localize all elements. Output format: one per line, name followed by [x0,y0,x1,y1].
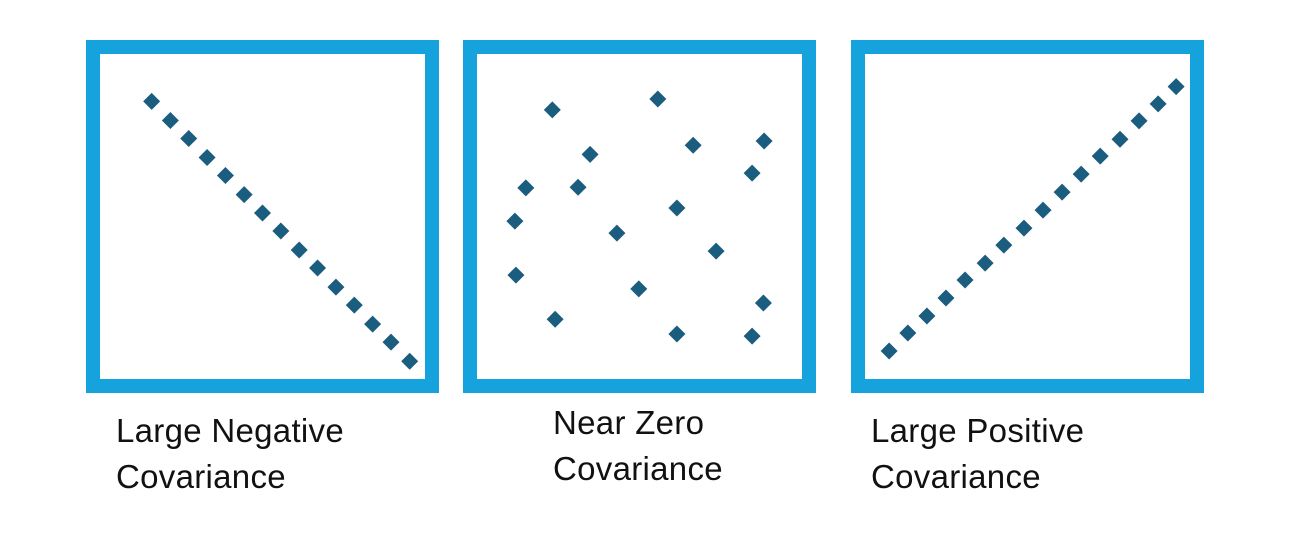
data-point [668,199,686,217]
data-point [517,179,535,197]
data-point [1167,78,1185,96]
data-point [235,186,253,204]
data-point [668,325,686,343]
data-point [401,352,419,370]
caption-line-1: Near Zero [553,404,705,441]
data-point [880,342,898,360]
near-zero-covariance-panel [463,40,816,393]
data-point [976,254,994,272]
data-point [1072,165,1090,183]
data-point [569,178,587,196]
negative-covariance-panel [86,40,439,393]
data-point [272,222,290,240]
data-point [345,296,363,314]
data-point [899,324,917,342]
data-point [754,294,772,312]
data-point [995,236,1013,254]
data-point [743,164,761,182]
data-point [543,101,561,119]
data-point [507,266,525,284]
data-point [364,315,382,333]
data-point [1015,219,1033,237]
data-point [684,136,702,154]
data-point [198,149,216,167]
data-point [743,327,761,345]
data-point [581,145,599,163]
positive-covariance-panel [851,40,1204,393]
data-point [143,92,161,110]
negative-covariance-scatter [143,92,419,370]
data-point [1053,183,1071,201]
data-point [1091,147,1109,165]
caption-line-2: Covariance [116,458,286,495]
data-point [546,310,564,328]
positive-covariance-scatter [880,78,1185,360]
data-point [161,111,179,129]
caption-line-2: Covariance [871,458,1041,495]
data-point [956,271,974,289]
data-point [1130,112,1148,130]
data-point [254,204,271,222]
data-point [755,132,773,150]
caption-line-2: Covariance [553,450,723,487]
caption-line-1: Large Positive [871,412,1085,449]
data-point [1149,95,1167,113]
data-point [506,212,524,230]
data-point [290,241,308,259]
data-point [1034,201,1052,219]
near-zero-covariance-caption: Near Zero Covariance [553,400,723,492]
data-point [608,224,626,242]
caption-line-1: Large Negative [116,412,345,449]
negative-covariance-caption: Large Negative Covariance [116,408,344,500]
data-point [309,259,327,277]
data-point [180,129,198,147]
data-point [937,289,955,307]
data-point [1111,130,1129,148]
data-point [630,280,648,298]
data-point [707,242,725,260]
positive-covariance-caption: Large Positive Covariance [871,408,1084,500]
data-point [382,333,400,351]
data-point [649,90,667,108]
data-point [327,278,345,296]
data-point [216,167,234,185]
near-zero-covariance-scatter [506,90,773,345]
data-point [918,307,936,325]
